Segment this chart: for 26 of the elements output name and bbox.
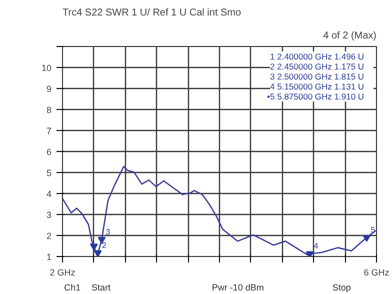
- y-tick-label: 5: [46, 168, 52, 178]
- chart-subtitle: 4 of 2 (Max): [323, 30, 377, 42]
- chart-title: Trc4 S22 SWR 1 U/ Ref 1 U Cal int Smo: [62, 8, 242, 18]
- y-tick-label: 1: [46, 252, 52, 262]
- y-tick-label: 6: [46, 147, 52, 157]
- x-tick-label: 2 GHz: [50, 268, 76, 278]
- y-tick-label: 10: [41, 63, 52, 73]
- y-tick-label: 9: [46, 84, 52, 94]
- text: Start: [92, 282, 112, 292]
- text: Stop: [332, 282, 351, 292]
- annotation: 2: [102, 240, 107, 250]
- text: Ch1: [64, 282, 81, 292]
- y-tick-label: 8: [46, 105, 52, 115]
- y-tick-label: 7: [46, 126, 52, 136]
- annotation: 1 2.400000 GHz 1.496 U: [270, 52, 364, 62]
- annotation: •5 5.875000 GHz 1.910 U: [267, 92, 364, 102]
- text: Pwr -10 dBm: [212, 282, 264, 292]
- y-tick-label: 2: [46, 231, 52, 241]
- y-tick-label: 3: [46, 210, 52, 220]
- annotation: 4: [314, 242, 319, 251]
- annotation: 4 5.150000 GHz 1.131 U: [270, 82, 364, 92]
- x-tick-label: 6 GHz: [364, 268, 390, 278]
- y-tick-label: 4: [46, 189, 52, 199]
- annotation: 3: [106, 227, 111, 236]
- annotation: 2 2.450000 GHz 1.175 U: [270, 62, 364, 72]
- annotation: 3 2.500000 GHz 1.815 U: [270, 72, 364, 82]
